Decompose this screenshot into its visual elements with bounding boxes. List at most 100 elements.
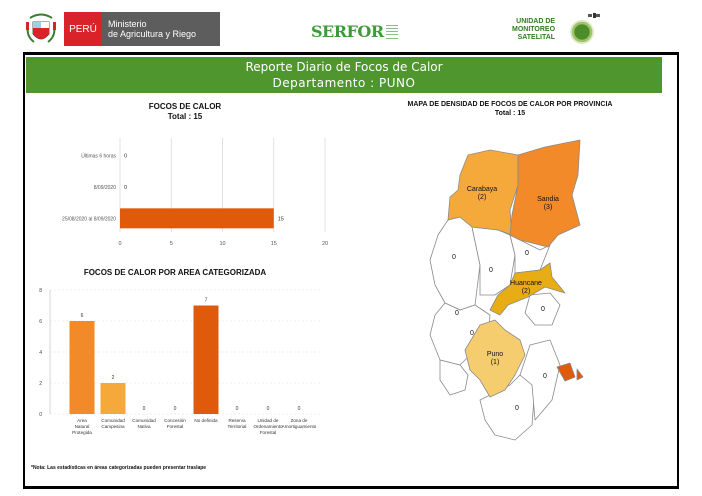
map-zero-label: 0 <box>515 405 519 412</box>
chart1-x-tick-label: 10 <box>219 241 225 247</box>
chart1-bar <box>120 208 274 229</box>
chart2-y-tick-label: 0 <box>39 412 42 418</box>
chart1-value-label: 0 <box>124 154 127 160</box>
chart2-category-label: Area <box>77 418 87 423</box>
map-zero-label: 0 <box>470 330 474 337</box>
ministry-logo: PERÚ Ministerio de Agricultura y Riego <box>24 12 220 46</box>
chart2-y-tick-label: 4 <box>39 350 42 356</box>
chart2-category-label: Concesión <box>164 418 186 423</box>
chart2-y-tick-label: 2 <box>39 381 42 387</box>
province-puno[interactable] <box>464 319 526 398</box>
map-label-sandia-count: (3) <box>544 204 553 211</box>
chart1-subtitle: Total : 15 <box>167 112 203 121</box>
map-zero-label: 0 <box>525 250 529 257</box>
chart2-category-label: Comunidad <box>132 418 156 423</box>
chart2-category-label: Nativa <box>137 424 150 429</box>
province-huancane[interactable] <box>489 262 566 316</box>
ums-logo-text: UNIDAD DE MONITOREO SATELITAL <box>512 18 555 42</box>
chart2-category-label: Reserva <box>228 418 246 423</box>
chart1-value-label: 0 <box>124 185 127 191</box>
chart2-value-label: 0 <box>267 406 270 412</box>
province-sandia[interactable] <box>509 139 581 248</box>
chart1-category-label: Últimas 6 horas <box>81 153 116 160</box>
province-carabaya[interactable] <box>447 149 519 236</box>
map-zero-label: 0 <box>489 267 493 274</box>
map-zero-label: 0 <box>543 373 547 380</box>
map-zero-label: 0 <box>541 306 545 313</box>
map-title: MAPA DE DENSIDAD DE FOCOS DE CALOR POR P… <box>407 101 613 108</box>
province-east-north[interactable] <box>509 234 551 274</box>
chart2-category-label: Territorial <box>228 424 247 429</box>
serfor-tagline-icon <box>385 24 398 39</box>
chart2-value-label: 7 <box>205 298 208 304</box>
chart2-category-label: Forestal <box>260 430 277 435</box>
chart2-category-label: Campesina <box>101 424 125 429</box>
province-lake-west[interactable] <box>439 359 469 396</box>
chart2-category-label: Natural <box>75 424 90 429</box>
chart2-category-label: Forestal <box>167 424 184 429</box>
report-department: Departamento : PUNO <box>272 76 416 90</box>
ministry-line2: de Agricultura y Riego <box>108 29 197 39</box>
map-zero-label: 0 <box>455 310 459 317</box>
chart1-x-tick-label: 20 <box>322 241 328 247</box>
chart2-value-label: 0 <box>236 406 239 412</box>
chart1-category-label: 25/08/2020 al 8/09/2020 <box>62 216 116 222</box>
chart2-value-label: 0 <box>143 406 146 412</box>
chart1-value-label: 15 <box>278 216 284 222</box>
serfor-logo-text: SERFOR <box>311 22 384 41</box>
map-title-block: MAPA DE DENSIDAD DE FOCOS DE CALOR POR P… <box>360 100 660 118</box>
footnote: *Nota: Las estadísticas en áreas categor… <box>31 465 207 471</box>
chart2-category-label: Zona de <box>291 418 308 423</box>
chart1-x-tick-label: 5 <box>170 241 173 247</box>
map-label-huancane-count: (2) <box>522 288 531 295</box>
coat-of-arms-icon <box>24 12 58 46</box>
chart2-category-label: No definida <box>194 418 218 423</box>
province-east-mid[interactable] <box>524 292 561 326</box>
chart1-focos-de-calor: 0 5 10 15 20 Últimas 6 horas 0 8/09/2020 0 25/08/… <box>62 138 328 247</box>
ministry-line1: Ministerio <box>108 19 147 29</box>
chart2-y-tick-label: 6 <box>39 319 42 325</box>
satellite-icon <box>588 13 600 18</box>
province-south-east[interactable] <box>519 339 561 421</box>
chart2-value-label: 6 <box>81 313 84 319</box>
chart2-bar <box>100 383 126 414</box>
chart2-value-label: 2 <box>112 375 115 381</box>
chart1-x-tick-label: 15 <box>271 241 277 247</box>
report-title: Reporte Diario de Focos de Calor <box>245 60 443 74</box>
report-banner: Reporte Diario de Focos de Calor Departa… <box>26 57 662 93</box>
map-label-carabaya-name: Carabaya <box>467 186 497 193</box>
map-label-carabaya-count: (2) <box>478 194 487 201</box>
ums-line2: MONITOREO <box>512 26 556 33</box>
map-zero-label: 0 <box>452 254 456 261</box>
province-moho-patch[interactable] <box>556 362 584 382</box>
chart1-title-block: FOCOS DE CALOR Total : 15 <box>100 102 270 122</box>
chart2-title: FOCOS DE CALOR POR AREA CATEGORIZADA <box>83 268 267 277</box>
peru-label: PERÚ <box>64 12 102 46</box>
chart2-y-tick-label: 8 <box>39 288 42 294</box>
map-label-sandia-name: Sandia <box>537 196 559 203</box>
map-label-huancane-name: Huancane <box>510 280 542 287</box>
ums-line3: SATELITAL <box>517 34 556 41</box>
ums-line1: UNIDAD DE <box>516 18 556 25</box>
chart2-value-label: 0 <box>298 406 301 412</box>
chart2-category-label: Amortiguamiento <box>282 424 317 429</box>
ministry-name: Ministerio de Agricultura y Riego <box>102 12 220 46</box>
chart2-bar <box>69 321 95 414</box>
map-label-puno-count: (1) <box>491 359 500 366</box>
chart2-focos-por-area: 024686AreaNaturalProtegida2ComunidadCamp… <box>39 288 320 435</box>
map-label-puno-name: Puno <box>487 351 503 358</box>
chart2-category-label: Unidad de <box>258 418 279 423</box>
globe-icon <box>570 20 594 44</box>
province-south-west[interactable] <box>479 374 536 441</box>
chart1-title: FOCOS DE CALOR <box>148 102 222 111</box>
report-frame <box>23 52 679 489</box>
serfor-logo: SERFOR <box>311 22 398 41</box>
chart2-category-label: Ordenamiento <box>253 424 283 429</box>
chart2-category-label: Comunidad <box>101 418 125 423</box>
chart1-x-tick-label: 0 <box>118 241 121 247</box>
map-subtitle: Total : 15 <box>494 110 526 117</box>
chart2-category-label: Protegida <box>72 430 92 435</box>
chart2-value-label: 0 <box>174 406 177 412</box>
province-density-map: Carabaya (2) Sandia (3) Huancane (2) Pun… <box>429 139 584 441</box>
chart1-category-label: 8/09/2020 <box>94 185 116 191</box>
